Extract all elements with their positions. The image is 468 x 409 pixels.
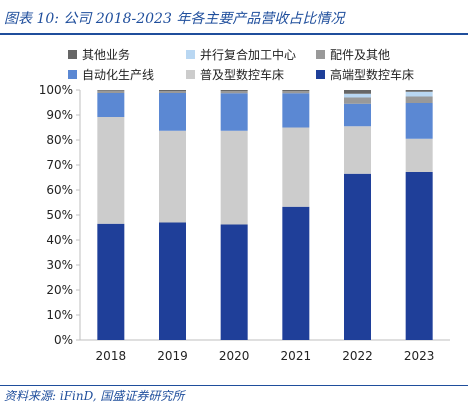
legend-label: 高端型数控车床 (330, 68, 415, 82)
bar-segment (282, 206, 310, 340)
bar-segment (220, 224, 248, 340)
y-tick-label: 80% (46, 133, 73, 147)
legend-swatch (186, 70, 195, 79)
bar-segment (220, 130, 248, 225)
source-note: 资料来源: iFinD, 国盛证券研究所 (4, 389, 185, 403)
y-tick-label: 30% (46, 258, 73, 272)
bar-segment (97, 117, 125, 224)
x-tick-label: 2018 (96, 349, 127, 363)
bar-segment (282, 127, 310, 207)
legend-swatch (316, 70, 325, 79)
y-tick-label: 50% (46, 208, 73, 222)
bar-segment (97, 90, 125, 93)
legend-swatch (186, 50, 195, 59)
legend-item-automation-line: 自动化生产线 (68, 66, 154, 83)
legend-item-high-end-cnc: 高端型数控车床 (316, 66, 414, 83)
y-tick-label: 60% (46, 183, 73, 197)
bar-segment (344, 97, 371, 104)
legend-item-other-business: 其他业务 (68, 46, 130, 63)
bar-segment (282, 93, 310, 128)
bar-segment (220, 90, 248, 91)
legend-swatch (68, 70, 77, 79)
bar-segment (344, 93, 371, 98)
bar-segment (220, 93, 248, 131)
legend-label: 自动化生产线 (82, 68, 155, 82)
bar-segment (97, 93, 125, 117)
legend-label: 普及型数控车床 (200, 68, 285, 82)
x-tick-label: 2021 (281, 349, 312, 363)
x-tick-label: 2022 (342, 349, 373, 363)
legend-label: 配件及其他 (330, 48, 391, 62)
legend-item-standard-cnc: 普及型数控车床 (186, 66, 284, 83)
legend-label: 其他业务 (82, 48, 131, 62)
y-tick-label: 10% (46, 308, 73, 322)
bar-segment (159, 130, 186, 223)
bar-segment (405, 91, 433, 97)
y-tick-label: 40% (46, 233, 73, 247)
chart-title: 图表 10: 公司 2018-2023 年各主要产品营收占比情况 (4, 11, 345, 27)
bar-segment (405, 138, 433, 172)
bar-segment (405, 103, 433, 139)
legend-item-parts-other: 配件及其他 (316, 46, 390, 63)
legend-label: 并行复合加工中心 (200, 48, 297, 62)
bar-segment (159, 90, 186, 91)
bar-segment (405, 90, 433, 92)
bar-segment (282, 91, 310, 94)
bar-segment (282, 90, 310, 91)
source-divider (0, 385, 468, 386)
y-tick-label: 0% (54, 333, 73, 347)
bar-segment (344, 173, 371, 340)
bar-segment (344, 90, 371, 94)
bar-segment (405, 172, 433, 340)
bar-segment (344, 126, 371, 174)
x-tick-label: 2019 (157, 349, 188, 363)
x-tick-label: 2020 (219, 349, 250, 363)
title-divider (0, 33, 468, 35)
bar-segment (97, 90, 125, 91)
bar-segment (159, 91, 186, 93)
bar-segment (220, 91, 248, 94)
legend-swatch (68, 50, 77, 59)
bar-segment (405, 96, 433, 103)
x-tick-label: 2023 (404, 349, 435, 363)
bar-segment (344, 103, 371, 127)
bar-segment (97, 223, 125, 340)
legend-swatch (316, 50, 325, 59)
y-tick-label: 20% (46, 283, 73, 297)
y-tick-label: 70% (46, 158, 73, 172)
y-tick-label: 100% (39, 83, 73, 97)
legend-item-parallel-machining: 并行复合加工中心 (186, 46, 296, 63)
bar-segment (159, 222, 186, 340)
bar-segment (159, 93, 186, 131)
y-tick-label: 90% (46, 108, 73, 122)
